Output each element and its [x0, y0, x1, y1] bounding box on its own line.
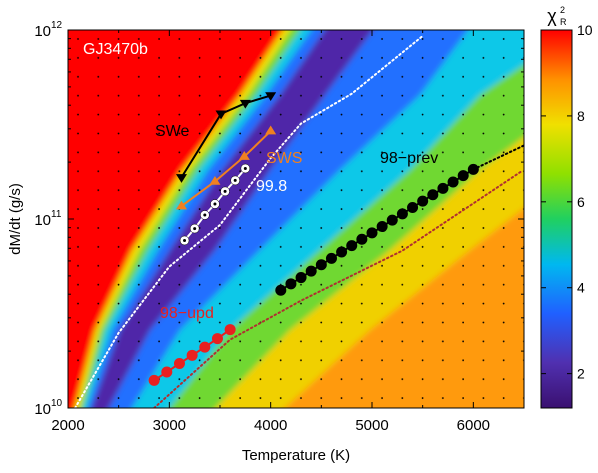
- dotted-curve: [74, 34, 424, 408]
- y-tick-label: 10: [34, 401, 51, 418]
- x-axis-label: Temperature (K): [242, 447, 350, 464]
- marker: [211, 333, 223, 345]
- marker: [396, 208, 408, 220]
- y-tick-exponent: 12: [51, 20, 63, 31]
- marker-center: [233, 178, 237, 182]
- y-tick-exponent: 11: [51, 209, 62, 220]
- x-tick-label: 5000: [355, 417, 388, 434]
- marker: [427, 189, 439, 201]
- marker: [239, 99, 251, 109]
- marker: [437, 182, 449, 194]
- heatmap: [68, 30, 524, 408]
- marker: [238, 151, 250, 160]
- colorbar-symbol: χ: [547, 6, 557, 26]
- marker: [285, 278, 297, 290]
- marker: [336, 246, 348, 258]
- marker: [161, 366, 173, 378]
- marker: [209, 175, 221, 185]
- marker-center: [203, 213, 207, 217]
- marker: [305, 265, 317, 277]
- marker: [224, 324, 236, 336]
- marker-center: [183, 238, 187, 242]
- marker: [356, 233, 368, 245]
- dotted-curve: [153, 170, 522, 408]
- marker: [457, 170, 469, 182]
- colorbar-tick-label: 4: [577, 280, 585, 296]
- marker: [265, 92, 277, 102]
- y-tick-exponent: 10: [51, 398, 63, 409]
- marker: [447, 176, 459, 188]
- chart-title: GJ3470b: [83, 41, 148, 58]
- marker-center: [213, 202, 217, 206]
- marker-center: [243, 167, 247, 171]
- marker: [295, 272, 307, 284]
- x-tick-label: 3000: [153, 417, 186, 434]
- series-label: SWe: [155, 123, 189, 140]
- x-tick-label: 4000: [254, 417, 287, 434]
- series-label: 98−prev: [380, 150, 438, 167]
- colorbar-tick-label: 8: [577, 108, 585, 124]
- marker: [417, 195, 429, 207]
- marker: [386, 214, 398, 226]
- y-axis-label: dM/dt (g/s): [7, 183, 24, 255]
- marker-center: [193, 227, 197, 231]
- marker: [275, 284, 287, 296]
- marker: [366, 227, 378, 239]
- marker: [175, 174, 187, 183]
- marker: [148, 374, 160, 386]
- marker: [376, 221, 388, 233]
- colorbar: [540, 29, 573, 409]
- colorbar-sub: R: [560, 17, 567, 27]
- x-tick-label: 2000: [51, 417, 84, 434]
- marker: [215, 110, 227, 120]
- x-tick-label: 6000: [457, 417, 490, 434]
- series-label: SWS: [266, 150, 302, 167]
- marker: [346, 240, 358, 252]
- marker: [315, 259, 327, 271]
- series-label: 99.8: [256, 178, 287, 195]
- marker-center: [223, 189, 227, 193]
- marker: [199, 341, 211, 353]
- marker: [173, 357, 185, 369]
- series-label: 98−upd: [160, 305, 214, 322]
- colorbar-tick-label: 6: [577, 194, 585, 210]
- marks: [74, 34, 524, 408]
- marker: [325, 252, 337, 264]
- marker: [265, 125, 277, 135]
- series-line: [180, 130, 272, 207]
- y-tick-label: 10: [34, 23, 51, 40]
- marker: [175, 200, 187, 210]
- y-tick-label: 10: [34, 212, 51, 229]
- marker: [467, 163, 479, 175]
- colorbar-sup: 2: [560, 5, 565, 15]
- colorbar-tick-label: 2: [577, 366, 585, 382]
- marker: [186, 349, 198, 361]
- colorbar-tick-label: 10: [577, 22, 593, 38]
- dotted-curve: [472, 144, 524, 171]
- series-line: [180, 94, 271, 178]
- marker: [407, 201, 419, 213]
